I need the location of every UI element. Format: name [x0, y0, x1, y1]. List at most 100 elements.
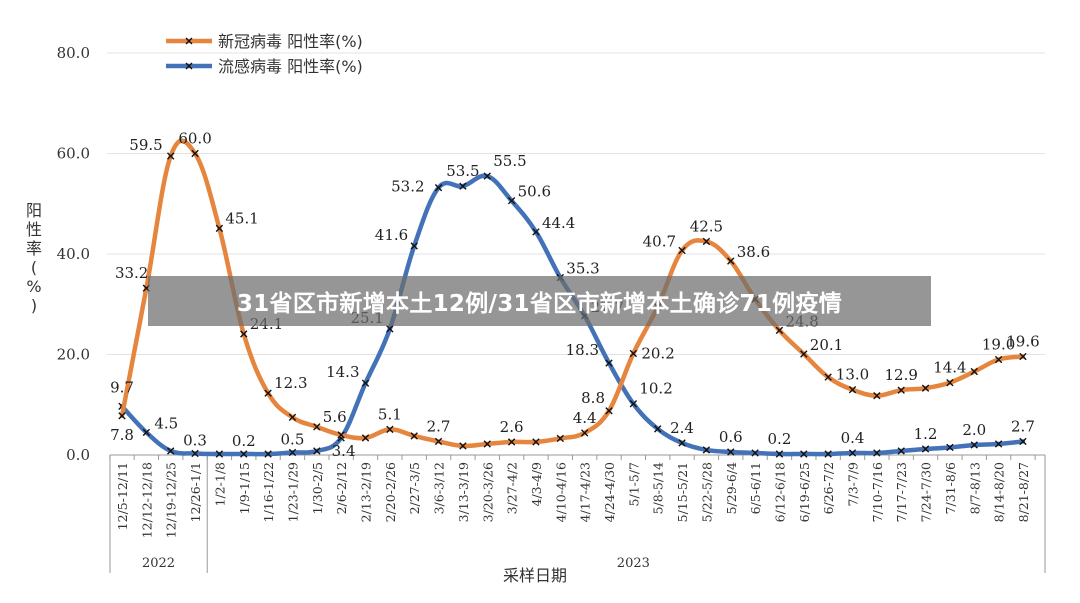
data-point-marker: [556, 434, 564, 443]
data-point-marker: [410, 242, 418, 250]
data-point-marker: [994, 355, 1003, 364]
flu-data-label: 2.0: [962, 421, 986, 439]
data-point-marker: [702, 237, 711, 246]
data-point-marker: [191, 449, 199, 458]
data-point-marker: [848, 385, 857, 394]
x-tick-label: 2/13-2/19: [359, 462, 374, 522]
legend-entry: 新冠病毒 阳性率(%): [166, 32, 363, 51]
covid-data-label: 40.7: [643, 232, 676, 250]
data-point-marker: [313, 447, 321, 455]
data-point-marker: [215, 450, 224, 458]
data-point-marker: [142, 428, 151, 437]
data-point-marker: [629, 349, 638, 358]
covid-data-label: 38.6: [737, 243, 770, 261]
data-point-marker: [361, 434, 370, 442]
x-tick-label: 12/19-12/25: [164, 462, 179, 538]
covid-data-label: 5.1: [378, 405, 402, 423]
covid-series-line: [119, 138, 1026, 449]
x-tick-label: 1/2-1/8: [212, 462, 227, 507]
x-tick-label: 2/27-3/5: [407, 462, 422, 514]
x-tick-label: 2/6-2/12: [334, 462, 349, 514]
data-point-marker: [1019, 437, 1027, 446]
flu-data-label: 0.4: [841, 429, 865, 447]
covid-data-label: 3.4: [332, 442, 356, 460]
data-point-marker: [775, 450, 784, 458]
year-label: 2023: [617, 556, 650, 571]
y-axis-title: 阳性率(%): [26, 201, 42, 315]
headline-banner: 31省区市新增本土12例/31省区市新增本土确诊71例疫情: [148, 276, 931, 326]
data-point-marker: [386, 425, 394, 434]
data-point-marker: [824, 450, 832, 458]
data-point-marker: [654, 425, 662, 433]
flu-data-label: 2.4: [670, 419, 694, 437]
covid-data-label: 4.4: [573, 409, 597, 427]
covid-data-label: 20.1: [810, 336, 843, 354]
y-tick-label: 40.0: [57, 245, 90, 263]
data-point-marker: [434, 183, 443, 192]
flu-data-label: 0.3: [183, 431, 207, 449]
x-tick-label: 6/5-6/11: [748, 462, 763, 514]
data-point-marker: [605, 359, 613, 367]
data-point-marker: [288, 413, 297, 422]
data-point-marker: [921, 445, 930, 453]
data-point-marker: [507, 197, 516, 205]
flu-data-label: 53.2: [391, 178, 424, 196]
flu-data-label: 9.7: [110, 378, 134, 396]
x-tick-label: 12/12-12/18: [139, 462, 154, 538]
data-point-marker: [727, 448, 735, 456]
data-point-marker: [605, 407, 613, 415]
data-point-marker: [727, 257, 735, 265]
data-labels: 7.833.259.560.045.124.112.35.63.45.12.72…: [110, 130, 1040, 460]
covid-data-label: 19.6: [1006, 333, 1039, 351]
data-point-marker: [532, 438, 540, 446]
data-point-marker: [897, 447, 905, 455]
flu-data-label: 0.6: [719, 428, 743, 446]
x-tick-label: 12/5-12/11: [115, 462, 130, 530]
data-point-marker: [264, 389, 272, 397]
x-tick-label: 5/1-5/7: [626, 462, 641, 507]
x-tick-label: 3/6-3/12: [432, 462, 447, 514]
covid-data-label: 7.8: [110, 426, 134, 444]
x-tick-label: 5/22-5/28: [699, 462, 714, 522]
data-point-marker: [288, 448, 297, 457]
covid-data-label: 12.3: [274, 374, 307, 392]
x-axis: 12/5-12/11 12/12-12/18 12/19-12/25 12/26-1/…: [109, 454, 1046, 573]
x-tick-label: 4/10-4/16: [553, 462, 568, 522]
x-tick-label: 6/12-6/18: [772, 462, 787, 522]
x-tick-label: 6/26-7/2: [821, 462, 836, 514]
data-point-marker: [800, 450, 808, 458]
grid-lines: [107, 52, 1045, 355]
data-point-marker: [459, 182, 467, 190]
covid-data-label: 14.4: [933, 359, 966, 377]
y-tick-label: 60.0: [57, 145, 90, 163]
data-point-marker: [970, 367, 978, 376]
data-point-marker: [313, 423, 321, 431]
data-point-marker: [775, 326, 784, 335]
legend-entry: 流感病毒 阳性率(%): [166, 57, 363, 76]
data-point-marker: [848, 449, 857, 457]
legend-label: 新冠病毒 阳性率(%): [218, 32, 363, 51]
data-point-marker: [873, 392, 881, 400]
flu-data-label: 2.7: [1011, 417, 1035, 435]
data-point-marker: [240, 330, 248, 338]
flu-data-label: 0.2: [232, 432, 256, 450]
data-point-marker: [629, 400, 638, 408]
y-tick-label: 0.0: [66, 446, 90, 464]
x-tick-label: 8/7-8/13: [967, 462, 982, 514]
flu-data-label: 0.2: [768, 430, 792, 448]
x-tick-label: 7/3-7/9: [846, 462, 861, 507]
y-tick-label: 80.0: [57, 44, 90, 62]
data-point-marker: [970, 441, 978, 449]
data-point-marker: [361, 379, 370, 387]
data-point-marker: [434, 437, 443, 446]
legend-label: 流感病毒 阳性率(%): [218, 57, 363, 76]
data-point-marker: [702, 446, 711, 454]
covid-data-label: 59.5: [129, 136, 162, 154]
covid-data-label: 60.0: [178, 130, 211, 148]
data-point-marker: [580, 429, 589, 437]
x-tick-label: 5/15-5/21: [675, 462, 690, 522]
x-tick-label: 8/21-8/27: [1016, 462, 1031, 522]
covid-data-label: 5.6: [323, 408, 347, 426]
x-tick-label: 4/17-4/23: [578, 462, 593, 522]
x-tick-label: 3/20-3/26: [480, 462, 495, 522]
